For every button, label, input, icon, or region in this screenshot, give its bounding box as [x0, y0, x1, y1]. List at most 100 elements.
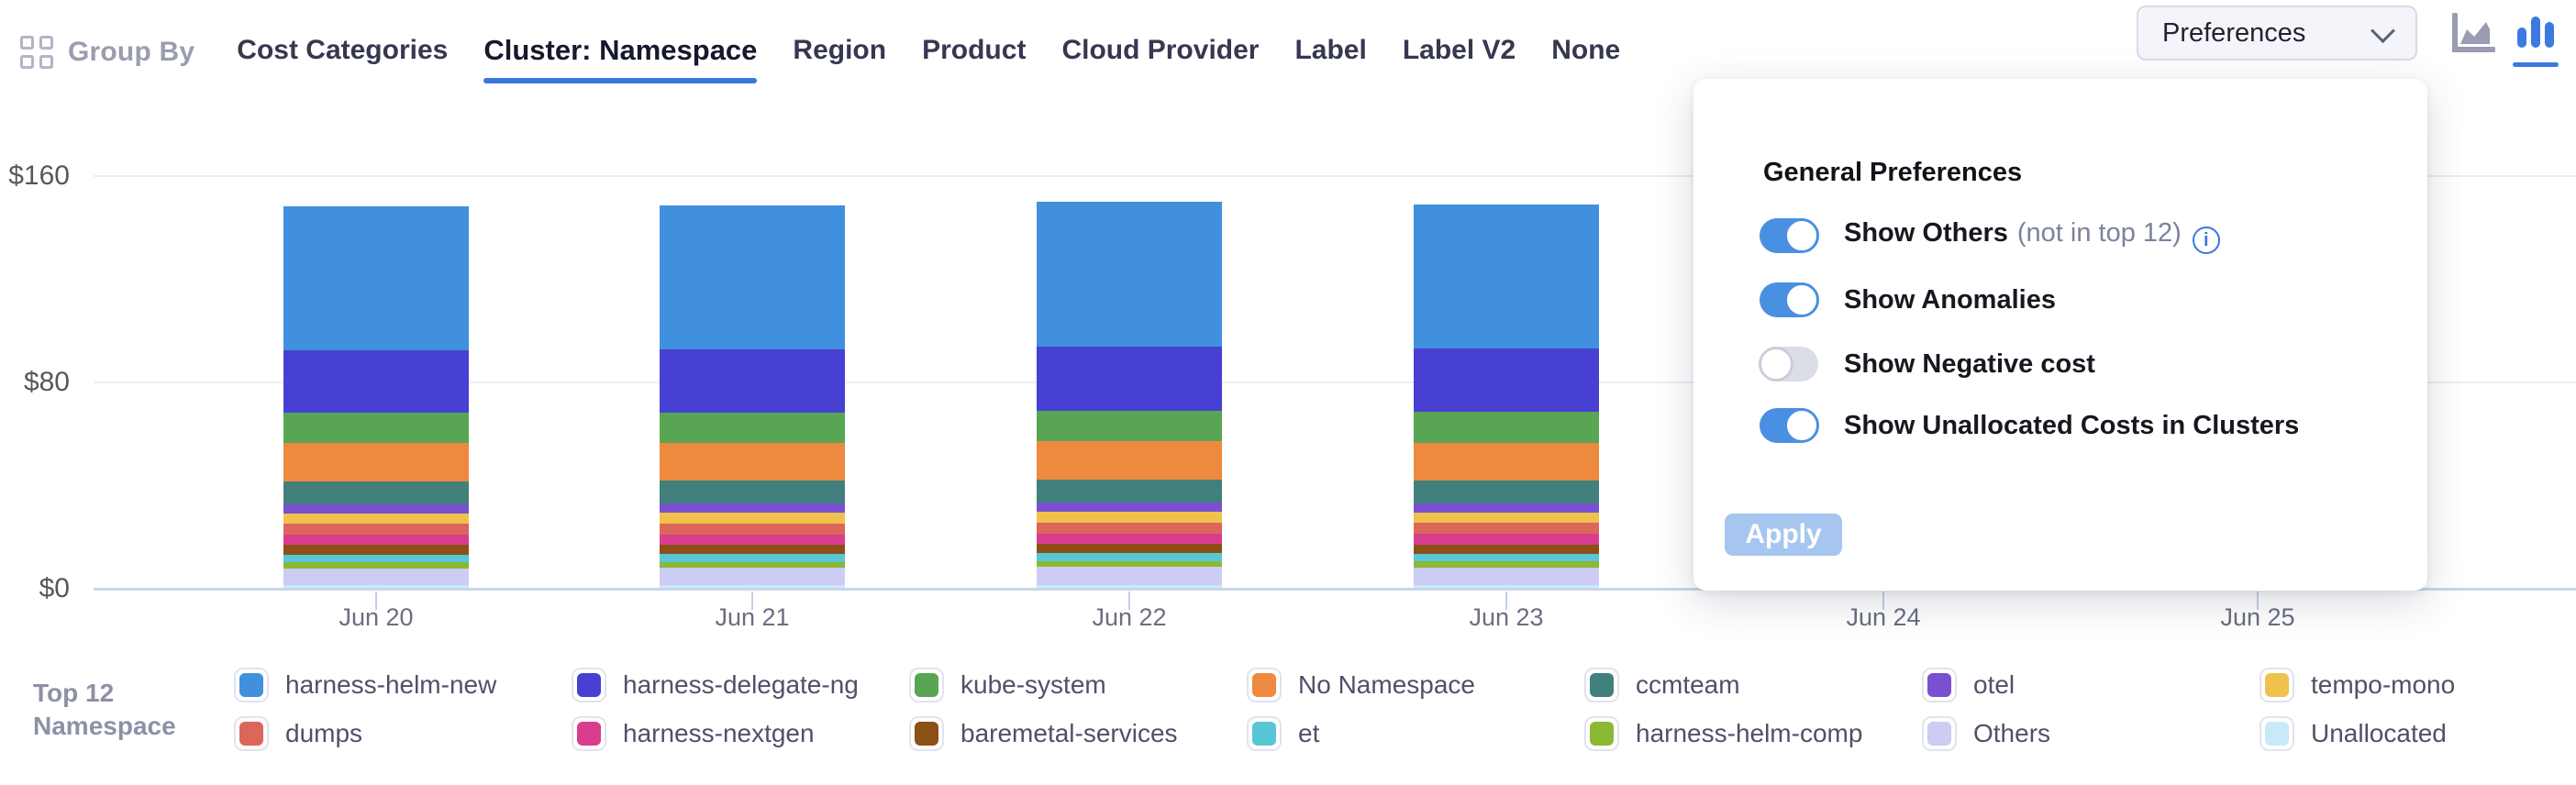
legend-item-harness-helm-new[interactable]: harness-helm-new — [234, 667, 572, 703]
bar-segment-ccmteam[interactable] — [1414, 480, 1599, 503]
tab-cost-categories[interactable]: Cost Categories — [237, 35, 449, 65]
bar-segment-kube-system[interactable] — [1414, 412, 1599, 443]
legend-item-harness-helm-comp[interactable]: harness-helm-comp — [1584, 715, 1922, 752]
bar-segment-et[interactable] — [1037, 553, 1222, 561]
tab-label-v2[interactable]: Label V2 — [1402, 35, 1516, 65]
bar-segment-otel[interactable] — [660, 503, 845, 514]
legend-item-unallocated[interactable]: Unallocated — [2260, 715, 2576, 752]
bar-jun-20 — [283, 206, 469, 589]
legend-swatch — [234, 668, 269, 702]
tab-label[interactable]: Label — [1294, 35, 1367, 65]
bar-segment-harness-helm-new[interactable] — [660, 205, 845, 349]
x-axis-tick-label: Jun 25 — [2220, 603, 2295, 631]
toggle-show-negative-cost[interactable] — [1759, 347, 1818, 381]
bar-segment-dumps[interactable] — [660, 523, 845, 535]
bar-segment-harness-delegate-ng[interactable] — [1414, 348, 1599, 413]
group-by-label: Group By — [68, 37, 195, 67]
legend-item-et[interactable]: et — [1247, 715, 1584, 752]
bar-segment-tempo-mono[interactable] — [1414, 513, 1599, 524]
legend-swatch — [1584, 668, 1619, 702]
bar-segment-harness-helm-comp[interactable] — [1037, 560, 1222, 568]
bar-segment-tempo-mono[interactable] — [1037, 512, 1222, 523]
bar-segment-unallocated[interactable] — [283, 584, 469, 589]
area-chart-icon[interactable] — [2451, 12, 2496, 60]
legend-label: harness-nextgen — [623, 719, 815, 747]
apply-button[interactable]: Apply — [1725, 514, 1842, 556]
legend-item-no-namespace[interactable]: No Namespace — [1247, 667, 1584, 703]
legend-item-kube-system[interactable]: kube-system — [909, 667, 1247, 703]
legend-item-ccmteam[interactable]: ccmteam — [1584, 667, 1922, 703]
bar-segment-otel[interactable] — [1037, 503, 1222, 513]
toggle-show-others[interactable] — [1760, 218, 1819, 253]
bar-segment-baremetal-services[interactable] — [1414, 544, 1599, 555]
tab-cluster-namespace[interactable]: Cluster: Namespace — [483, 34, 758, 83]
bar-segment-others[interactable] — [660, 567, 845, 585]
column-chart-icon[interactable] — [2513, 13, 2559, 67]
bar-segment-et[interactable] — [283, 554, 469, 563]
tab-region[interactable]: Region — [793, 35, 887, 65]
bar-segment-kube-system[interactable] — [283, 413, 469, 444]
legend-item-otel[interactable]: otel — [1922, 667, 2260, 703]
bar-segment-otel[interactable] — [1414, 503, 1599, 514]
bar-segment-others[interactable] — [1037, 567, 1222, 585]
legend-item-tempo-mono[interactable]: tempo-mono — [2260, 667, 2576, 703]
bar-segment-otel[interactable] — [283, 503, 469, 514]
legend-swatch — [1922, 668, 1957, 702]
legend-item-harness-nextgen[interactable]: harness-nextgen — [572, 715, 909, 752]
tab-none[interactable]: None — [1551, 35, 1621, 65]
bar-segment-harness-nextgen[interactable] — [283, 535, 469, 546]
bar-segment-dumps[interactable] — [1037, 522, 1222, 534]
bar-segment-dumps[interactable] — [1414, 523, 1599, 535]
bar-segment-tempo-mono[interactable] — [283, 513, 469, 525]
bar-segment-kube-system[interactable] — [660, 412, 845, 443]
bar-segment-kube-system[interactable] — [1037, 410, 1222, 442]
bar-segment-others[interactable] — [1414, 567, 1599, 585]
bar-segment-unallocated[interactable] — [1037, 584, 1222, 589]
bar-segment-no-namespace[interactable] — [283, 443, 469, 481]
bar-segment-tempo-mono[interactable] — [660, 513, 845, 524]
bar-segment-dumps[interactable] — [283, 524, 469, 536]
bar-segment-harness-delegate-ng[interactable] — [1037, 347, 1222, 411]
bar-segment-baremetal-services[interactable] — [283, 545, 469, 555]
tab-cloud-provider[interactable]: Cloud Provider — [1061, 35, 1260, 65]
bar-segment-harness-nextgen[interactable] — [1414, 534, 1599, 545]
preferences-dropdown-button[interactable]: Preferences — [2137, 6, 2417, 61]
bar-segment-et[interactable] — [660, 554, 845, 562]
bar-segment-harness-nextgen[interactable] — [660, 534, 845, 545]
legend-item-others[interactable]: Others — [1922, 715, 2260, 752]
info-icon[interactable]: i — [2192, 226, 2220, 254]
bar-segment-harness-nextgen[interactable] — [1037, 533, 1222, 545]
bar-segment-no-namespace[interactable] — [1414, 442, 1599, 481]
bar-segment-harness-helm-new[interactable] — [1037, 202, 1222, 348]
bar-segment-ccmteam[interactable] — [1037, 479, 1222, 503]
bar-segment-unallocated[interactable] — [660, 584, 845, 589]
bar-segment-harness-helm-comp[interactable] — [1414, 561, 1599, 568]
bar-segment-ccmteam[interactable] — [660, 481, 845, 504]
toggle-show-anomalies[interactable] — [1760, 282, 1819, 317]
bar-segment-unallocated[interactable] — [1414, 584, 1599, 589]
bar-segment-harness-helm-new[interactable] — [1414, 204, 1599, 348]
preferences-panel-title: General Preferences — [1763, 158, 2023, 187]
bar-segment-harness-helm-comp[interactable] — [283, 562, 469, 569]
bar-segment-harness-helm-comp[interactable] — [660, 561, 845, 568]
bar-segment-harness-delegate-ng[interactable] — [660, 348, 845, 413]
bar-segment-ccmteam[interactable] — [283, 481, 469, 504]
tab-product[interactable]: Product — [922, 35, 1027, 65]
legend-item-baremetal-services[interactable]: baremetal-services — [909, 715, 1247, 752]
bar-segment-no-namespace[interactable] — [660, 442, 845, 481]
x-axis-tick — [1505, 592, 1507, 610]
bar-segment-baremetal-services[interactable] — [1037, 544, 1222, 554]
bar-segment-harness-helm-new[interactable] — [283, 206, 469, 350]
legend-item-harness-delegate-ng[interactable]: harness-delegate-ng — [572, 667, 909, 703]
legend-swatch — [572, 668, 606, 702]
bar-segment-no-namespace[interactable] — [1037, 441, 1222, 480]
preference-row-show-others: Show Others (not in top 12) i — [1760, 216, 2220, 256]
legend-group-title: Top 12 Namespace — [33, 677, 176, 743]
bar-segment-et[interactable] — [1414, 554, 1599, 562]
x-axis-tick — [751, 592, 753, 610]
bar-segment-baremetal-services[interactable] — [660, 544, 845, 555]
legend-item-dumps[interactable]: dumps — [234, 715, 572, 752]
bar-segment-harness-delegate-ng[interactable] — [283, 349, 469, 414]
toggle-show-unallocated-costs-in-clusters[interactable] — [1760, 408, 1819, 443]
bar-segment-others[interactable] — [283, 568, 469, 585]
